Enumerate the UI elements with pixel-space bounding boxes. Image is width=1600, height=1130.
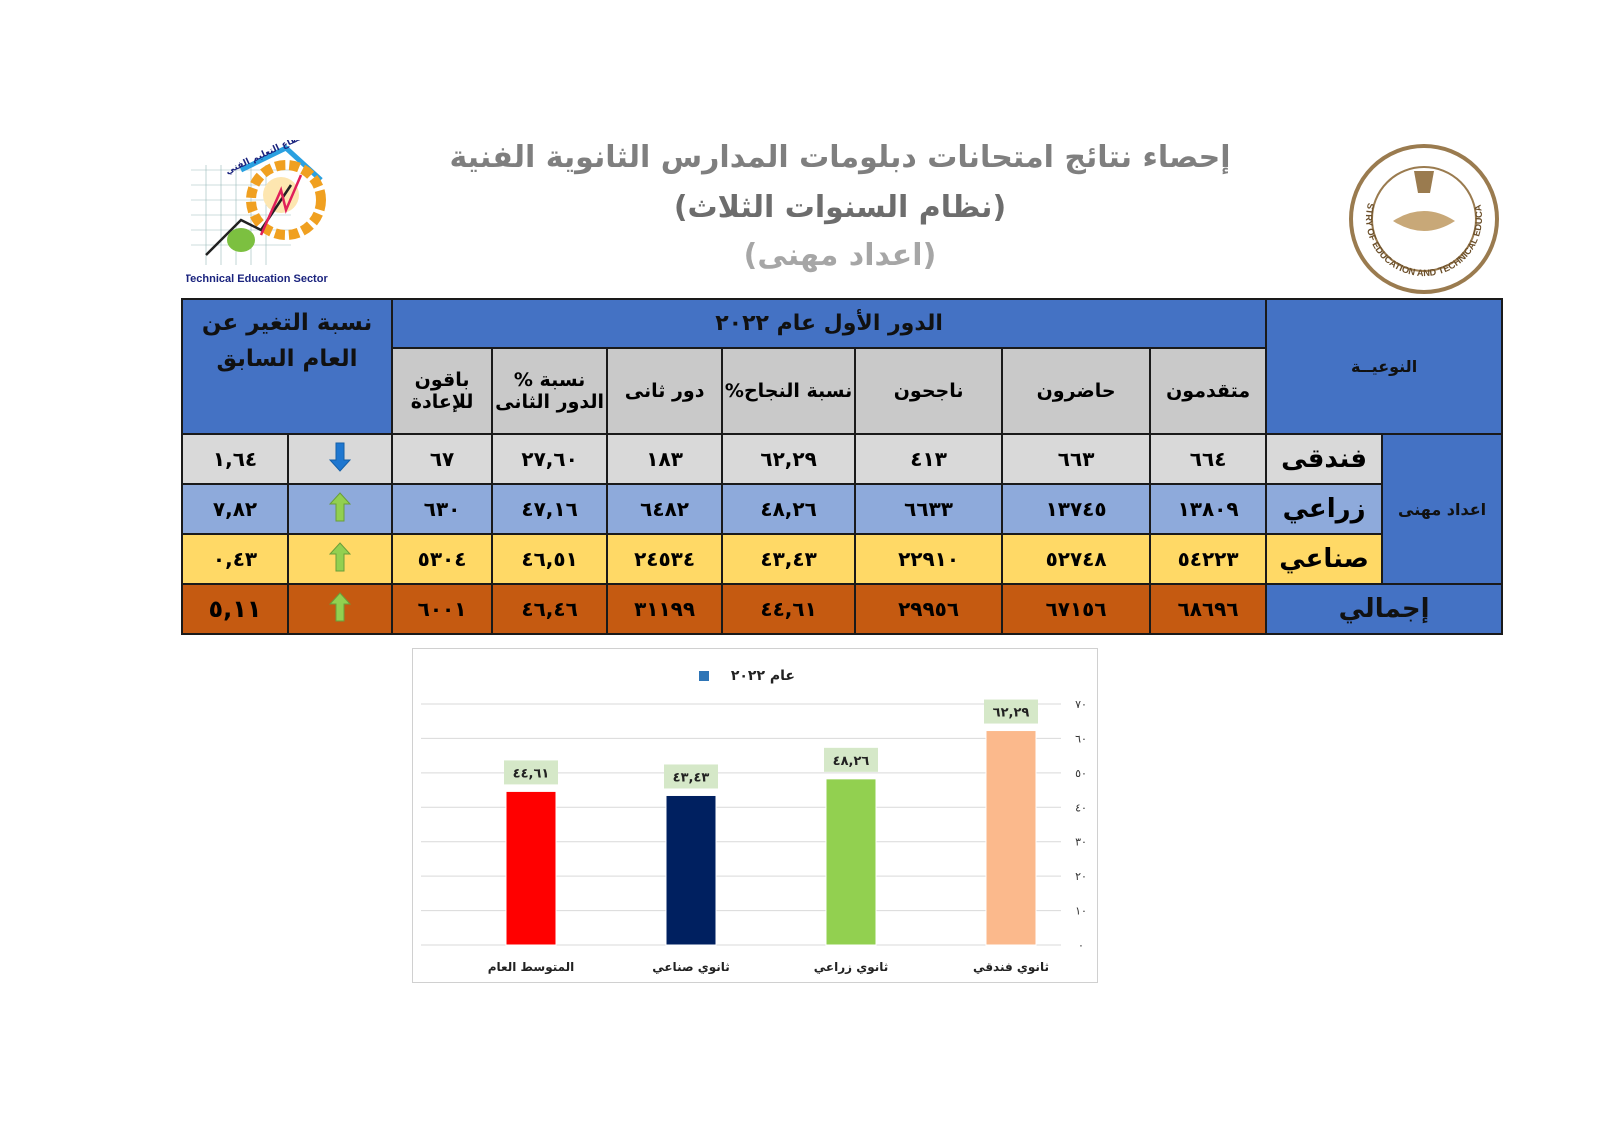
- x-tick-label: ثانوي فندقي: [973, 960, 1049, 975]
- table-row: زراعي ١٣٨٠٩ ١٣٧٤٥ ٦٦٣٣ ٤٨,٢٦ ٦٤٨٢ ٤٧,١٦ ٦٣٠ ٧,٨٢: [180, 483, 1502, 535]
- data-label: ٤٣,٤٣: [673, 770, 710, 785]
- table-cell: ٤٦,٥١: [491, 533, 609, 585]
- trend-cell: [287, 533, 394, 585]
- change-header: نسبة التغير عن العام السابق: [180, 298, 394, 435]
- x-tick-label: ثانوي صناعي: [652, 960, 730, 975]
- data-label: ٤٨,٢٦: [833, 754, 870, 769]
- total-row: إجمالي ٦٨٦٩٦ ٦٧١٥٦ ٢٩٩٥٦ ٤٤,٦١ ٣١١٩٩ ٤٦,٤٦ ٦٠٠١…: [180, 583, 1504, 635]
- table-cell: ٥٤٢٢٣: [1149, 533, 1268, 585]
- table-cell: ١٣٨٠٩: [1149, 483, 1268, 535]
- y-tick-label: ٧٠: [1075, 698, 1087, 711]
- technical-education-sector-logo: قطاع التعليم الفني Technical Education S…: [186, 140, 328, 285]
- row-type: إجمالي: [1265, 583, 1504, 635]
- type-header: النوعيــة: [1265, 298, 1504, 435]
- data-label-box: [824, 747, 878, 772]
- data-label-box: [984, 699, 1038, 724]
- arrow-up-icon: [328, 592, 352, 622]
- column-header: نسبة % الدور الثانى: [491, 347, 609, 435]
- y-tick-label: ٣٠: [1075, 836, 1087, 849]
- bar: [505, 790, 557, 946]
- table-cell: ٦٦٤: [1149, 433, 1268, 485]
- y-tick-label: ٤٠: [1075, 801, 1087, 814]
- trend-cell: [287, 583, 394, 635]
- table-cell: ٢٤٥٣٤: [606, 533, 724, 585]
- table-cell: ٦٦٣٣: [854, 483, 1004, 535]
- y-tick-label: ٥٠: [1075, 767, 1087, 780]
- table-cell: ٤٦,٤٦: [491, 583, 609, 635]
- data-label: ٤٤,٦١: [513, 766, 550, 781]
- y-tick-label: ٢٠: [1075, 870, 1087, 883]
- y-tick-label: ٠: [1078, 939, 1084, 952]
- table-cell: ٦٣٠: [391, 483, 494, 535]
- table-cell: ١٣٧٤٥: [1001, 483, 1152, 535]
- table-cell: ٦٨٦٩٦: [1149, 583, 1268, 635]
- table-cell: ٢٢٩١٠: [854, 533, 1004, 585]
- bar: [825, 778, 877, 946]
- table-row: اعداد مهنى فندقى ٦٦٤ ٦٦٣ ٤١٣ ٦٢,٢٩ ١٨٣ ٢٧,٦٠ ٦٧ ١…: [180, 433, 1504, 585]
- data-label-box: [504, 760, 558, 785]
- table-cell: ١٨٣: [606, 433, 724, 485]
- data-label-box: [664, 764, 718, 789]
- table-cell: ٦٧١٥٦: [1001, 583, 1152, 635]
- table-cell: ٣١١٩٩: [606, 583, 724, 635]
- legend-swatch: [699, 671, 709, 681]
- x-tick-label: المتوسط العام: [488, 960, 575, 975]
- table-cell: ٦٤٨٢: [606, 483, 724, 535]
- bar: [665, 794, 717, 946]
- column-header: دور ثانى: [606, 347, 724, 435]
- row-type: زراعي: [1265, 483, 1384, 535]
- page-subtitle: (نظام السنوات الثلاث): [673, 190, 1007, 225]
- bar: [985, 730, 1037, 946]
- results-table: النوعيــة الدور الأول عام ٢٠٢٢ نسبة التغ…: [180, 298, 1504, 635]
- table-cell: ٦٠٠١: [391, 583, 494, 635]
- arrow-up-icon: [328, 492, 352, 522]
- trend-cell: [287, 483, 394, 535]
- column-header: نسبة النجاح%: [721, 347, 857, 435]
- table-cell: ٥٢٧٤٨: [1001, 533, 1152, 585]
- table-cell: ٥٣٠٤: [391, 533, 494, 585]
- ministry-seal-logo: MINISTRY OF EDUCATION AND TECHNICAL EDUC…: [1348, 143, 1499, 294]
- legend-label: عام ٢٠٢٢: [731, 668, 795, 684]
- table-cell: ٤٣,٤٣: [721, 533, 857, 585]
- table-cell: ٤١٣: [854, 433, 1004, 485]
- change-value: ٧,٨٢: [180, 483, 290, 535]
- column-header: متقدمون: [1149, 347, 1268, 435]
- table-cell: ٦٦٣: [1001, 433, 1152, 485]
- table-cell: ٤٧,١٦: [491, 483, 609, 535]
- table-cell: ٢٩٩٥٦: [854, 583, 1004, 635]
- table-row: صناعي ٥٤٢٢٣ ٥٢٧٤٨ ٢٢٩١٠ ٤٣,٤٣ ٢٤٥٣٤ ٤٦,٥١ ٥٣٠٤ ٠…: [180, 533, 1502, 585]
- table-cell: ٦٢,٢٩: [721, 433, 857, 485]
- round-header: الدور الأول عام ٢٠٢٢: [391, 298, 1268, 349]
- change-value: ١,٦٤: [180, 433, 290, 485]
- change-value: ٠,٤٣: [180, 533, 290, 585]
- left-logo-text: Technical Education Sector: [186, 273, 328, 285]
- data-label: ٦٢,٢٩: [993, 706, 1030, 721]
- arrow-up-icon: [328, 542, 352, 572]
- row-type: صناعي: [1265, 533, 1384, 585]
- table-cell: ٤٤,٦١: [721, 583, 857, 635]
- y-tick-label: ١٠: [1075, 905, 1087, 918]
- arrow-down-icon: [328, 442, 352, 472]
- change-value: ٥,١١: [180, 583, 290, 635]
- x-tick-label: ثانوي زراعي: [814, 960, 888, 975]
- y-tick-label: ٦٠: [1075, 732, 1087, 745]
- column-header: حاضرون: [1001, 347, 1152, 435]
- table-cell: ٤٨,٢٦: [721, 483, 857, 535]
- page-subtitle-2: (اعداد مهنى): [743, 238, 937, 273]
- pass-rate-bar-chart: ٠ ١٠ ٢٠ ٣٠ ٤٠ ٥٠ ٦٠ ٧٠ عام ٢٠٢٢ ٦٢,٢٩ ثانوي فندقي ٤…: [412, 648, 1098, 983]
- table-cell: ٦٧: [391, 433, 494, 485]
- table-cell: ٢٧,٦٠: [491, 433, 609, 485]
- category-cell: اعداد مهنى: [1381, 433, 1504, 585]
- row-type: فندقى: [1265, 433, 1384, 485]
- page-title: إحصاء نتائج امتحانات دبلومات المدارس الث…: [449, 140, 1231, 175]
- trend-cell: [287, 433, 394, 485]
- column-header: باقون للإعادة: [391, 347, 494, 435]
- column-header: ناجحون: [854, 347, 1004, 435]
